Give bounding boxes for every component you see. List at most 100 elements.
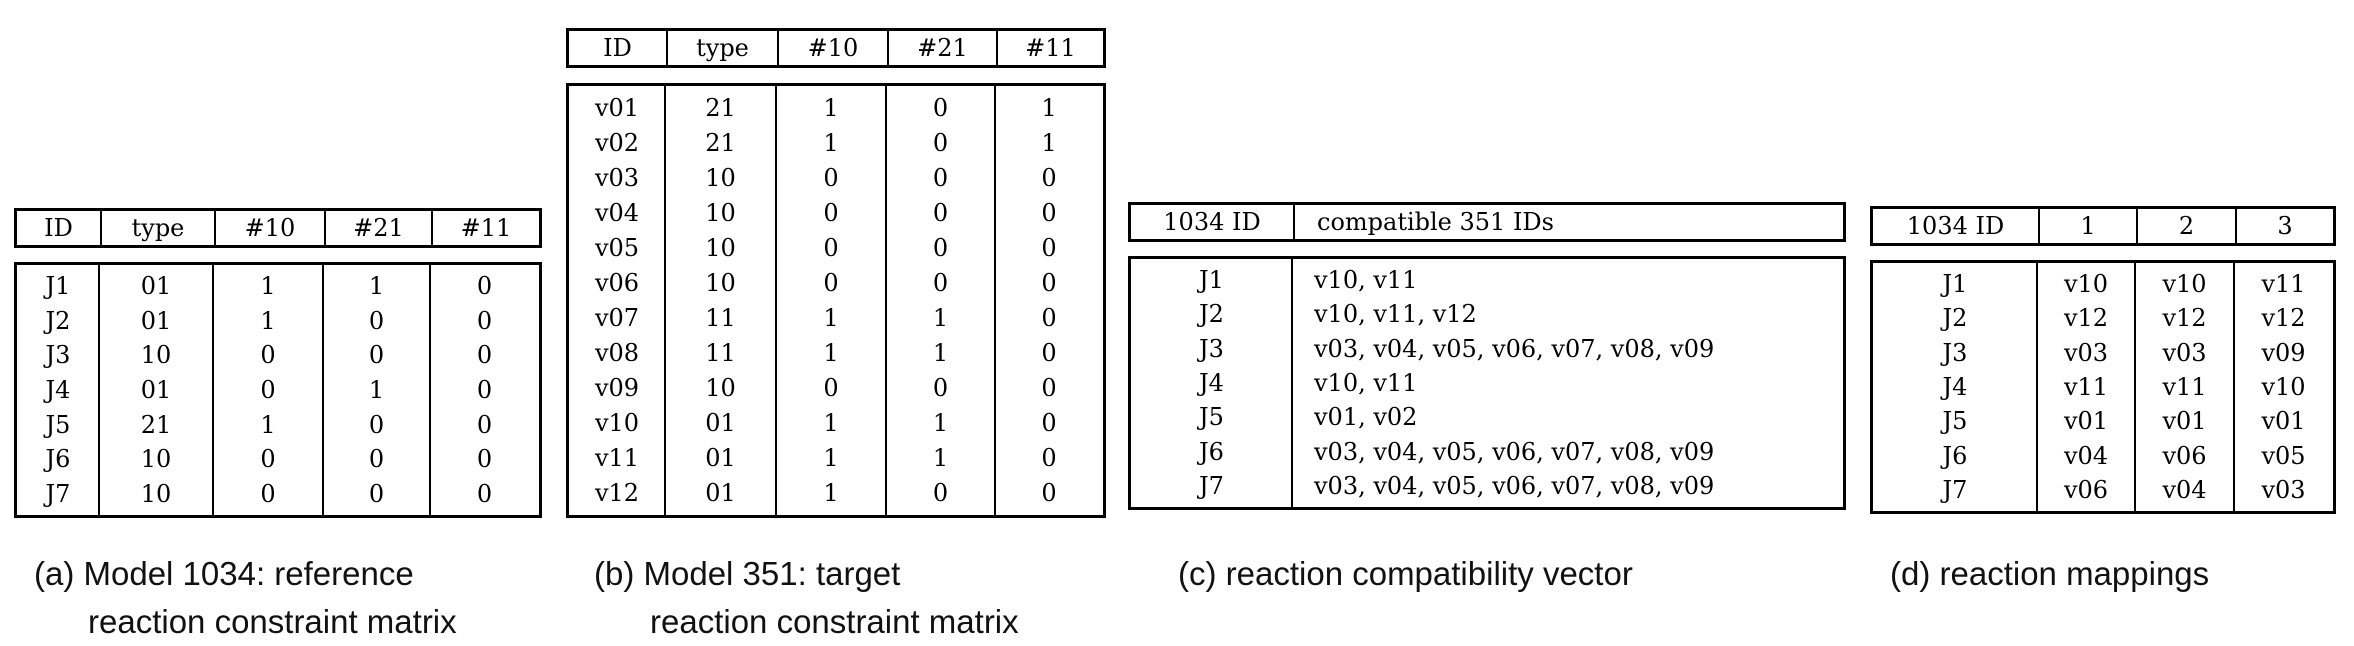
table-row: v07 11 1 1 0 <box>569 300 1103 335</box>
table-cell: 0 <box>932 128 949 157</box>
table-cell: v10, v11 <box>1314 266 1418 295</box>
caption-a-line2: reaction constraint matrix <box>88 603 457 640</box>
table-cell: 1 <box>932 409 949 438</box>
table-cell: 1 <box>932 339 949 368</box>
table-row: J7 v03, v04, v05, v06, v07, v08, v09 <box>1131 469 1843 503</box>
table-cell: 0 <box>1041 268 1057 297</box>
table-cell: v10 <box>2063 270 2109 299</box>
table-cell: v01, v02 <box>1314 403 1418 432</box>
table-row: J7 10 0 0 0 <box>17 476 539 511</box>
table-cell: v01 <box>2063 407 2109 436</box>
table-row: J5 v01, v02 <box>1131 400 1843 434</box>
table-a-header-cell: ID <box>17 211 102 245</box>
table-cell: v10, v11, v12 <box>1314 300 1477 329</box>
table-cell: 0 <box>1041 198 1057 227</box>
table-cell: J2 <box>1199 300 1224 329</box>
table-cell: J7 <box>1199 471 1224 500</box>
table-a-header: ID type #10 #21 #11 <box>14 208 542 248</box>
table-cell: 10 <box>705 268 736 297</box>
table-cell: 21 <box>705 93 736 122</box>
table-cell: v09 <box>594 374 640 403</box>
table-cell: v11 <box>2261 270 2306 299</box>
table-cell: 0 <box>1041 233 1057 262</box>
table-b-body: v01 21 1 0 1 v02 21 1 0 1 v03 10 0 0 0 v04 10 0 0 0 v05 10 0 0 0… <box>566 83 1106 518</box>
table-row: J1 v10, v11 <box>1131 263 1843 297</box>
table-row: J4 v11 v11 v10 <box>1873 370 2333 404</box>
table-cell: J1 <box>45 272 71 301</box>
table-a-header-cell: #21 <box>326 211 433 245</box>
table-cell: 11 <box>705 339 736 368</box>
table-cell: 0 <box>1041 374 1057 403</box>
table-row: J3 10 0 0 0 <box>17 338 539 373</box>
table-cell: v12 <box>2261 304 2306 333</box>
table-cell: v03 <box>2261 475 2306 504</box>
table-b-header-cell: ID <box>569 31 668 65</box>
table-a-header-cell: #10 <box>216 211 326 245</box>
table-cell: J7 <box>45 479 71 508</box>
caption-d: (d) reaction mappings <box>1890 550 2209 598</box>
table-cell: 21 <box>705 128 736 157</box>
table-c-body: J1 v10, v11 J2 v10, v11, v12 J3 v03, v04, v05… <box>1128 256 1846 510</box>
table-cell: 1 <box>932 304 949 332</box>
table-row: J4 v10, v11 <box>1131 366 1843 400</box>
table-cell: J6 <box>1942 441 1968 470</box>
table-cell: v10 <box>594 409 640 438</box>
table-cell: v04 <box>2162 475 2207 504</box>
table-cell: v03, v04, v05, v06, v07, v08, v09 <box>1314 334 1715 363</box>
column-divider <box>98 265 100 515</box>
table-cell: 10 <box>140 341 172 370</box>
table-cell: v12 <box>2063 304 2109 333</box>
table-cell: 1 <box>260 272 276 301</box>
table-cell: 10 <box>705 374 736 403</box>
table-cell: 0 <box>1041 304 1057 332</box>
table-cell: v06 <box>2162 441 2207 470</box>
table-row: v08 11 1 1 0 <box>569 336 1103 371</box>
table-cell: 0 <box>476 272 493 301</box>
table-cell: 1 <box>260 306 276 335</box>
table-cell: J3 <box>1942 338 1968 367</box>
caption-b-line1: (b) Model 351: target <box>594 555 901 592</box>
table-cell: 0 <box>823 198 839 227</box>
table-cell: 0 <box>476 306 493 335</box>
table-row: J7 v06 v04 v03 <box>1873 473 2333 507</box>
table-cell: 1 <box>823 409 839 438</box>
table-row: v02 21 1 0 1 <box>569 125 1103 160</box>
table-b-header: ID type #10 #21 #11 <box>566 28 1106 68</box>
table-cell: 1 <box>260 410 276 439</box>
table-cell: 01 <box>140 306 172 335</box>
caption-b: (b) Model 351: target reaction constrain… <box>594 550 1019 646</box>
column-divider <box>2134 263 2136 511</box>
table-cell: 0 <box>368 410 385 439</box>
table-row: J6 v04 v06 v05 <box>1873 438 2333 472</box>
table-row: J1 01 1 1 0 <box>17 269 539 304</box>
table-cell: J5 <box>1199 403 1224 432</box>
table-cell: 0 <box>476 479 493 508</box>
table-cell: v01 <box>594 93 640 122</box>
table-b-header-cell: #10 <box>779 31 889 65</box>
table-cell: J2 <box>45 306 71 335</box>
table-cell: 01 <box>140 272 172 301</box>
table-cell: v08 <box>594 339 640 368</box>
caption-c-line1: (c) reaction compatibility vector <box>1178 555 1633 592</box>
table-cell: 01 <box>705 479 736 508</box>
table-row: v03 10 0 0 0 <box>569 160 1103 195</box>
table-cell: v05 <box>2261 441 2306 470</box>
table-cell: J5 <box>1942 407 1968 436</box>
table-d-header-cell: 3 <box>2277 212 2293 240</box>
table-cell: v09 <box>2261 338 2306 367</box>
caption-c: (c) reaction compatibility vector <box>1178 550 1633 598</box>
table-cell: 10 <box>705 163 736 192</box>
table-cell: 1 <box>823 339 839 368</box>
table-cell: v01 <box>2162 407 2207 436</box>
table-row: J2 01 1 0 0 <box>17 304 539 339</box>
table-cell: 0 <box>368 479 385 508</box>
table-b-header-cell: type <box>668 31 779 65</box>
table-d-header-cell: 2 <box>2138 209 2237 243</box>
table-row: v11 01 1 1 0 <box>569 441 1103 476</box>
table-row: v04 10 0 0 0 <box>569 195 1103 230</box>
table-cell: 0 <box>368 341 385 370</box>
table-cell: 0 <box>476 341 493 370</box>
table-cell: 10 <box>705 233 736 262</box>
table-cell: 0 <box>1041 163 1057 192</box>
table-cell: 0 <box>260 341 276 370</box>
